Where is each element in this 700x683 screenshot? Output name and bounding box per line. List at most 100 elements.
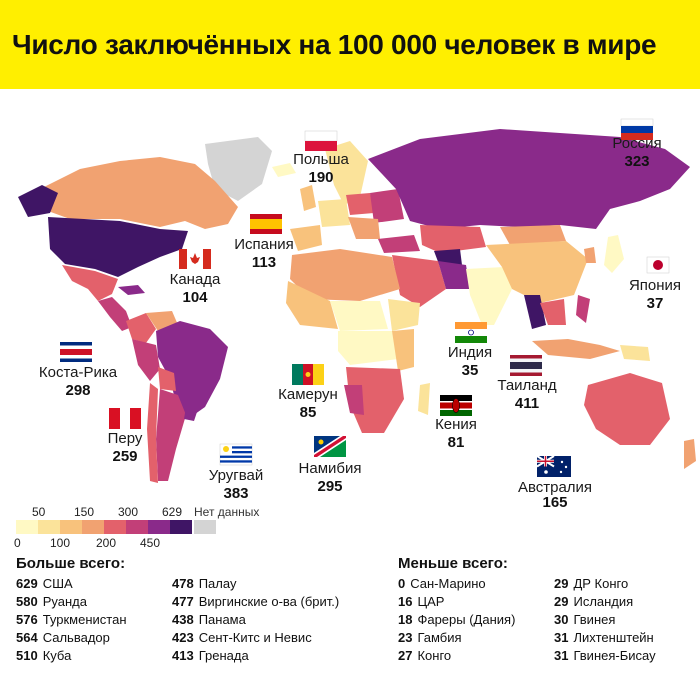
- list-item-value: 576: [16, 612, 38, 627]
- region-central-america: [98, 297, 132, 331]
- region-colombia: [126, 313, 156, 343]
- region-alaska: [18, 185, 58, 217]
- legend-swatch: [82, 520, 104, 534]
- list-item: 0 Сан-Марино: [398, 575, 515, 593]
- region-chile: [147, 383, 158, 483]
- list-item-country: Панама: [198, 612, 246, 627]
- list-item-value: 510: [16, 648, 38, 663]
- flag-uruguay-icon: [219, 443, 253, 466]
- region-sahel: [330, 301, 388, 331]
- list-item-country: Гренада: [198, 648, 249, 663]
- list-item-value: 31: [554, 630, 569, 645]
- list-item: 29 Исландия: [554, 593, 656, 611]
- region-mongolia: [500, 225, 566, 245]
- legend-swatch: [38, 520, 60, 534]
- region-poland: [346, 193, 374, 215]
- list-item-country: Лихтенштейн: [573, 630, 654, 645]
- region-caribbean: [118, 285, 145, 295]
- region-japan: [604, 235, 624, 273]
- list-item-country: Руанда: [42, 594, 87, 609]
- title-bar: Число заключённых на 100 000 человек в м…: [0, 0, 700, 89]
- region-uk: [300, 185, 316, 211]
- list-item-country: ДР Конго: [573, 576, 629, 591]
- label-india-value: 35: [462, 362, 479, 379]
- region-new-zealand: [684, 439, 696, 469]
- region-argentina: [156, 389, 186, 481]
- list-item-value: 423: [172, 630, 194, 645]
- region-se-asia: [540, 299, 566, 325]
- list-item-country: Гамбия: [417, 630, 462, 645]
- label-uruguay-name: Уругвай: [209, 467, 264, 484]
- list-item-value: 629: [16, 576, 38, 591]
- region-australia: [584, 373, 670, 445]
- list-item-country: Сан-Марино: [410, 576, 486, 591]
- region-madagascar: [418, 383, 430, 415]
- region-usa: [48, 217, 188, 277]
- region-east-africa: [392, 329, 414, 371]
- list-item: 438 Панама: [172, 611, 339, 629]
- legend-swatch: [126, 520, 148, 534]
- legend-no-data-label: Нет данных: [194, 505, 260, 519]
- least-list-col1: 0 Сан-Марино 16 ЦАР 18 Фареры (Дания) 23 Гам…: [398, 575, 515, 665]
- list-item: 18 Фареры (Дания): [398, 611, 515, 629]
- legend-tick-bottom: 450: [140, 536, 161, 550]
- flag-namibia-icon: [314, 436, 346, 457]
- list-item-value: 29: [554, 594, 569, 609]
- list-item-value: 438: [172, 612, 194, 627]
- region-southern-africa: [346, 367, 404, 433]
- legend-swatch: [60, 520, 82, 534]
- world-map: Польша 190 Россия 323 Испания 113 Канада…: [0, 89, 700, 509]
- region-kazakhstan: [420, 225, 486, 253]
- list-item: 27 Конго: [398, 647, 515, 665]
- list-item-value: 580: [16, 594, 38, 609]
- list-item-country: Туркменистан: [42, 612, 127, 627]
- label-thailand: Таиланд 411: [497, 377, 557, 412]
- flag-india-icon: [455, 322, 487, 343]
- list-item-value: 18: [398, 612, 413, 627]
- label-australia: Австралия 165: [518, 479, 592, 509]
- list-item-country: Сальвадор: [42, 630, 110, 645]
- list-item: 30 Гвинея: [554, 611, 656, 629]
- rankings: Больше всего: 629 США 580 Руанда 576 Туркме…: [0, 553, 700, 683]
- flag-kenya-icon: [440, 395, 472, 416]
- region-mexico: [62, 265, 118, 301]
- legend-no-data-swatch: [194, 520, 216, 534]
- list-item-value: 16: [398, 594, 413, 609]
- legend-tick-bottom: 200: [96, 536, 117, 550]
- label-canada-value: 104: [182, 289, 208, 306]
- list-item-country: Палау: [198, 576, 237, 591]
- label-peru: Перу 259: [108, 430, 143, 465]
- label-thailand-value: 411: [515, 395, 539, 412]
- label-poland-value: 190: [308, 169, 333, 186]
- label-spain-value: 113: [252, 254, 276, 271]
- legend-swatch: [148, 520, 170, 534]
- list-item-country: Гвинея-Бисау: [573, 648, 656, 663]
- list-item: 477 Виргинские о-ва (брит.): [172, 593, 339, 611]
- list-item: 478 Палау: [172, 575, 339, 593]
- list-item: 576 Туркменистан: [16, 611, 127, 629]
- region-bolivia: [158, 367, 176, 391]
- label-spain-name: Испания: [234, 236, 294, 253]
- label-kenya-value: 81: [448, 434, 465, 451]
- legend-tick-top: 50: [32, 505, 46, 519]
- flag-poland-icon: [304, 130, 338, 151]
- region-west-africa: [286, 281, 338, 329]
- color-legend: 50 150 300 629 0 100 200 450 Нет данных: [14, 505, 316, 550]
- label-canada: Канада 104: [170, 271, 221, 306]
- legend-tick-bottom: 100: [50, 536, 71, 550]
- label-cameroon-value: 85: [300, 404, 317, 421]
- region-iceland: [272, 163, 296, 177]
- list-item-country: Куба: [42, 648, 72, 663]
- list-item: 23 Гамбия: [398, 629, 515, 647]
- region-peru: [132, 339, 160, 381]
- label-japan-value: 37: [647, 295, 664, 312]
- world-map-svg: Польша 190 Россия 323 Испания 113 Канада…: [18, 118, 696, 509]
- page-title: Число заключённых на 100 000 человек в м…: [12, 28, 657, 60]
- list-item: 510 Куба: [16, 647, 127, 665]
- label-russia-name: Россия: [612, 135, 661, 152]
- region-balkans: [348, 217, 380, 239]
- label-uruguay-value: 383: [223, 485, 248, 502]
- label-kenya: Кения 81: [435, 416, 477, 451]
- list-item-value: 29: [554, 576, 569, 591]
- list-item: 29 ДР Конго: [554, 575, 656, 593]
